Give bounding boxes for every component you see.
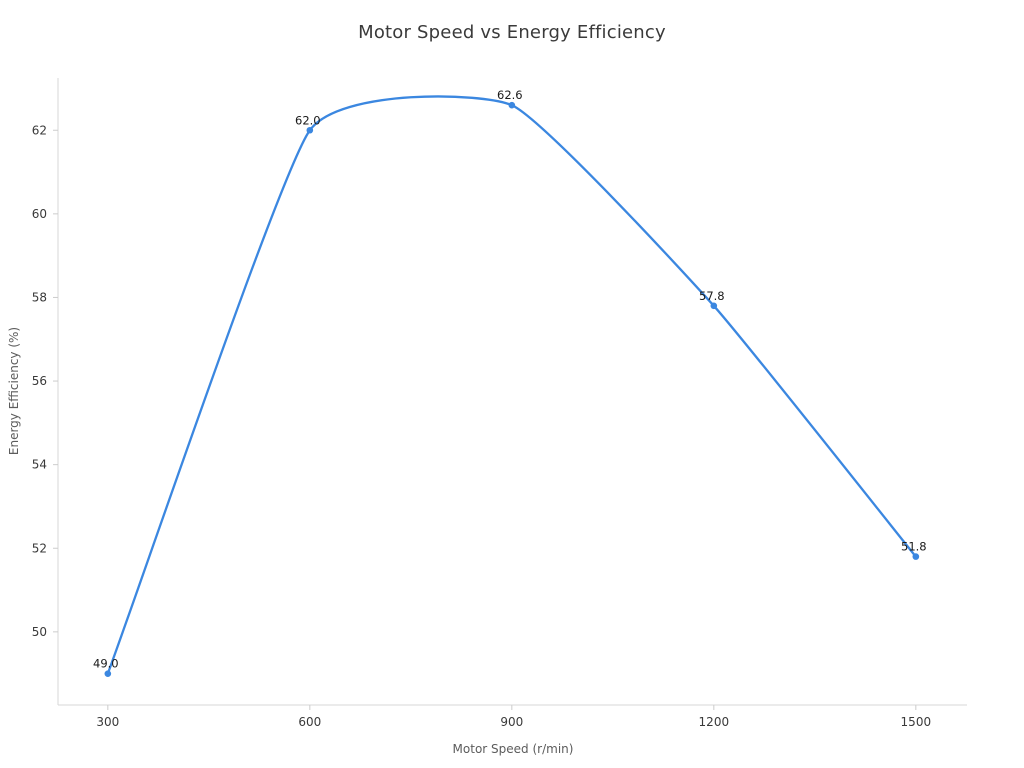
data-point-label: 62.6 xyxy=(497,88,523,102)
data-point xyxy=(104,670,112,677)
data-point-label: 49.0 xyxy=(93,657,119,671)
x-axis-title: Motor Speed (r/min) xyxy=(452,742,574,756)
y-tick-label: 60 xyxy=(32,207,47,221)
data-point-label: 62.0 xyxy=(295,113,321,127)
x-tick-label: 900 xyxy=(500,715,523,729)
data-point xyxy=(508,101,516,109)
chart-title: Motor Speed vs Energy Efficiency xyxy=(358,22,666,43)
y-tick-label: 62 xyxy=(32,123,47,137)
x-tick-label: 600 xyxy=(298,715,321,729)
x-tick-label: 300 xyxy=(96,715,119,729)
data-point xyxy=(912,553,920,560)
x-tick-label: 1200 xyxy=(699,715,730,729)
y-tick-label: 58 xyxy=(32,290,47,304)
x-tick-label: 1500 xyxy=(901,715,932,729)
y-tick-label: 56 xyxy=(32,374,47,388)
efficiency-curve xyxy=(106,95,917,675)
y-tick-label: 54 xyxy=(32,458,47,472)
data-point-label: 57.8 xyxy=(699,289,725,303)
y-tick-label: 50 xyxy=(32,625,47,639)
y-tick-label: 52 xyxy=(32,541,47,555)
data-point xyxy=(306,126,314,134)
data-point xyxy=(710,302,718,310)
data-point-label: 51.8 xyxy=(901,540,927,554)
